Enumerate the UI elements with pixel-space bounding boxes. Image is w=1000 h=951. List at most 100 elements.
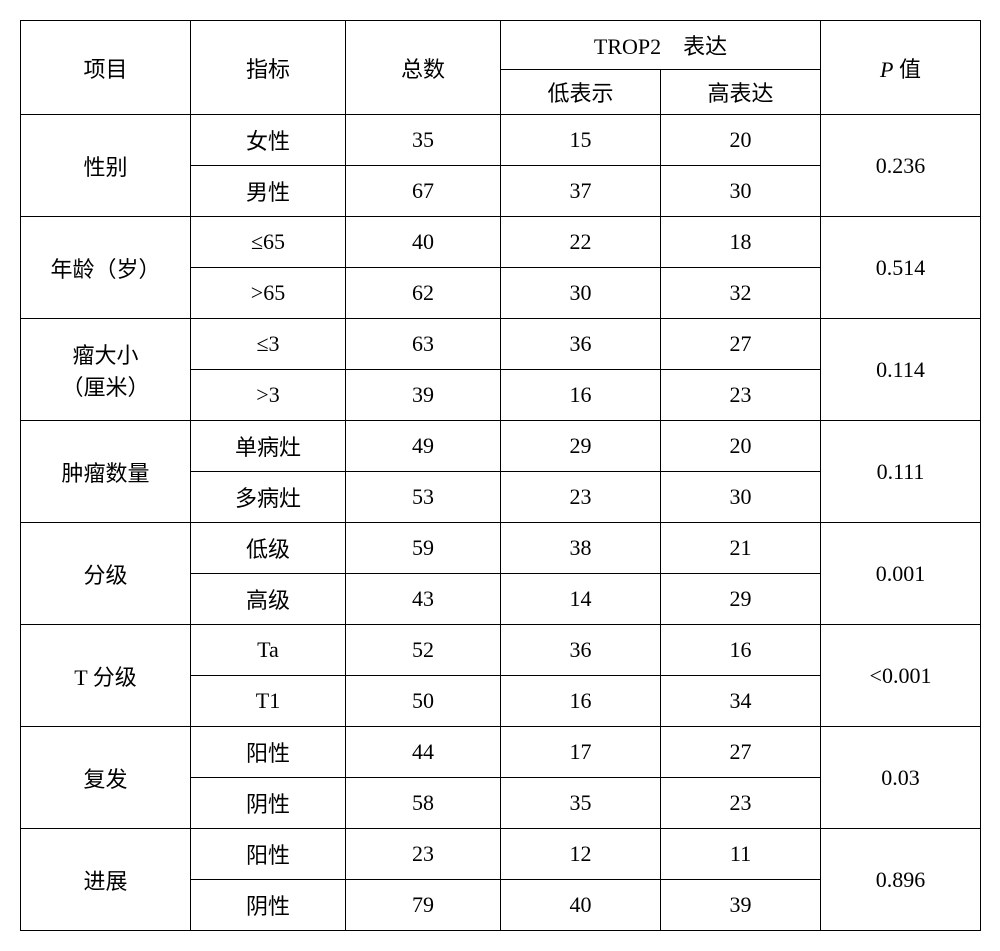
cell-project: T 分级 (21, 625, 191, 727)
cell-high-expr: 23 (661, 370, 821, 421)
cell-total: 43 (346, 574, 501, 625)
cell-total: 52 (346, 625, 501, 676)
table-row: 年龄（岁）≤654022180.514 (21, 217, 981, 268)
cell-total: 40 (346, 217, 501, 268)
table-header: 项目 指标 总数 TROP2 表达 P 值 低表示 高表达 (21, 21, 981, 115)
cell-total: 58 (346, 778, 501, 829)
table-row: 进展阳性2312110.896 (21, 829, 981, 880)
cell-indicator: 单病灶 (191, 421, 346, 472)
cell-project: 分级 (21, 523, 191, 625)
cell-indicator: T1 (191, 676, 346, 727)
cell-indicator: 阳性 (191, 727, 346, 778)
cell-high-expr: 29 (661, 574, 821, 625)
cell-low-expr: 14 (501, 574, 661, 625)
cell-low-expr: 38 (501, 523, 661, 574)
table-row: 瘤大小（厘米）≤36336270.114 (21, 319, 981, 370)
table-row: 肿瘤数量单病灶4929200.111 (21, 421, 981, 472)
cell-total: 59 (346, 523, 501, 574)
table-row: T 分级Ta523616<0.001 (21, 625, 981, 676)
cell-indicator: 女性 (191, 115, 346, 166)
cell-high-expr: 34 (661, 676, 821, 727)
table-row: 分级低级5938210.001 (21, 523, 981, 574)
header-trop2-group: TROP2 表达 (501, 21, 821, 70)
cell-indicator: 多病灶 (191, 472, 346, 523)
cell-indicator: >65 (191, 268, 346, 319)
cell-total: 62 (346, 268, 501, 319)
header-total: 总数 (346, 21, 501, 115)
cell-high-expr: 27 (661, 319, 821, 370)
cell-p-value: 0.236 (821, 115, 981, 217)
data-table: 项目 指标 总数 TROP2 表达 P 值 低表示 高表达 性别女性351520… (20, 20, 981, 931)
cell-total: 39 (346, 370, 501, 421)
cell-low-expr: 15 (501, 115, 661, 166)
cell-p-value: 0.001 (821, 523, 981, 625)
cell-low-expr: 17 (501, 727, 661, 778)
cell-project: 性别 (21, 115, 191, 217)
cell-total: 23 (346, 829, 501, 880)
cell-project: 肿瘤数量 (21, 421, 191, 523)
cell-total: 63 (346, 319, 501, 370)
cell-low-expr: 22 (501, 217, 661, 268)
cell-low-expr: 30 (501, 268, 661, 319)
cell-low-expr: 36 (501, 319, 661, 370)
cell-indicator: 低级 (191, 523, 346, 574)
cell-p-value: 0.896 (821, 829, 981, 931)
cell-total: 49 (346, 421, 501, 472)
cell-high-expr: 30 (661, 472, 821, 523)
cell-high-expr: 21 (661, 523, 821, 574)
cell-indicator: Ta (191, 625, 346, 676)
cell-total: 35 (346, 115, 501, 166)
cell-p-value: 0.114 (821, 319, 981, 421)
cell-low-expr: 23 (501, 472, 661, 523)
cell-indicator: 阴性 (191, 880, 346, 931)
cell-indicator: 男性 (191, 166, 346, 217)
cell-total: 50 (346, 676, 501, 727)
cell-high-expr: 11 (661, 829, 821, 880)
cell-high-expr: 30 (661, 166, 821, 217)
cell-low-expr: 36 (501, 625, 661, 676)
cell-p-value: <0.001 (821, 625, 981, 727)
cell-high-expr: 27 (661, 727, 821, 778)
table-row: 复发阳性4417270.03 (21, 727, 981, 778)
cell-indicator: ≤3 (191, 319, 346, 370)
header-high-expr: 高表达 (661, 70, 821, 115)
cell-p-value: 0.03 (821, 727, 981, 829)
cell-indicator: 阴性 (191, 778, 346, 829)
cell-project: 年龄（岁） (21, 217, 191, 319)
header-p-value: P 值 (821, 21, 981, 115)
header-p-suffix: 值 (893, 57, 921, 82)
table-body: 性别女性3515200.236男性673730年龄（岁）≤654022180.5… (21, 115, 981, 931)
cell-low-expr: 37 (501, 166, 661, 217)
cell-low-expr: 12 (501, 829, 661, 880)
cell-total: 44 (346, 727, 501, 778)
table-row: 性别女性3515200.236 (21, 115, 981, 166)
cell-indicator: >3 (191, 370, 346, 421)
cell-indicator: ≤65 (191, 217, 346, 268)
cell-high-expr: 39 (661, 880, 821, 931)
cell-p-value: 0.514 (821, 217, 981, 319)
header-indicator: 指标 (191, 21, 346, 115)
cell-low-expr: 40 (501, 880, 661, 931)
cell-p-value: 0.111 (821, 421, 981, 523)
cell-total: 67 (346, 166, 501, 217)
cell-high-expr: 18 (661, 217, 821, 268)
header-low-expr: 低表示 (501, 70, 661, 115)
cell-high-expr: 23 (661, 778, 821, 829)
cell-low-expr: 35 (501, 778, 661, 829)
cell-total: 53 (346, 472, 501, 523)
cell-total: 79 (346, 880, 501, 931)
cell-high-expr: 16 (661, 625, 821, 676)
cell-low-expr: 16 (501, 676, 661, 727)
cell-indicator: 阳性 (191, 829, 346, 880)
header-project: 项目 (21, 21, 191, 115)
cell-indicator: 高级 (191, 574, 346, 625)
cell-high-expr: 20 (661, 421, 821, 472)
cell-project: 复发 (21, 727, 191, 829)
cell-project: 瘤大小（厘米） (21, 319, 191, 421)
header-p-prefix: P (880, 57, 893, 82)
cell-low-expr: 29 (501, 421, 661, 472)
cell-high-expr: 32 (661, 268, 821, 319)
cell-low-expr: 16 (501, 370, 661, 421)
cell-high-expr: 20 (661, 115, 821, 166)
cell-project: 进展 (21, 829, 191, 931)
